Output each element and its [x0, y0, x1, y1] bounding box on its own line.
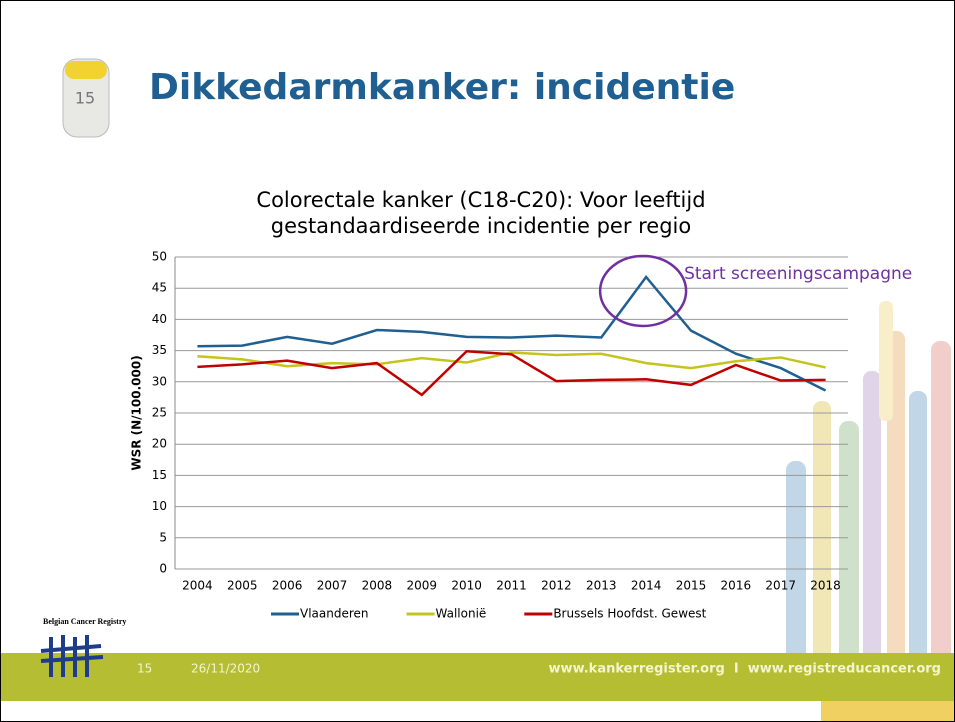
logo-text: Belgian Cancer Registry	[43, 617, 126, 626]
y-tick-label: 15	[152, 468, 167, 482]
y-axis-label: WSR (N/100.000)	[130, 355, 144, 470]
slide-number: 15	[137, 662, 152, 676]
y-tick-label: 45	[152, 281, 167, 295]
footer-bar	[1, 653, 954, 701]
x-tick-label: 2013	[586, 579, 617, 593]
y-tick-label: 0	[159, 562, 167, 576]
footer-strip	[821, 701, 954, 721]
x-tick-label: 2010	[451, 579, 482, 593]
annotation-circle	[598, 254, 688, 328]
x-tick-label: 2009	[406, 579, 437, 593]
y-tick-label: 50	[152, 250, 167, 264]
x-tick-label: 2018	[810, 579, 841, 593]
footer-links: www.kankerregister.org I www.registreduc…	[549, 662, 941, 677]
y-tick-label: 20	[152, 437, 167, 451]
x-tick-label: 2015	[676, 579, 707, 593]
x-tick-label: 2005	[227, 579, 258, 593]
y-tick-label: 25	[152, 406, 167, 420]
chart-title: Colorectale kanker (C18-C20): Voor leeft…	[256, 188, 706, 238]
y-tick-label: 40	[152, 312, 167, 326]
x-tick-label: 2006	[272, 579, 303, 593]
milestone-icon: 15	[62, 58, 110, 138]
x-tick-label: 2004	[182, 579, 213, 593]
annotation: Start screeningscampagne	[684, 264, 912, 284]
y-tick-label: 10	[152, 499, 167, 513]
x-tick-label: 2017	[765, 579, 796, 593]
y-tick-label: 35	[152, 343, 167, 357]
x-tick-label: 2012	[541, 579, 572, 593]
series-line	[197, 351, 826, 370]
slide-title: Dikkedarmkanker: incidentie	[149, 67, 736, 108]
legend-label: Wallonië	[436, 607, 487, 621]
y-tick-label: 30	[152, 374, 167, 388]
logo-marks	[40, 635, 104, 677]
x-tick-label: 2014	[631, 579, 662, 593]
series-line	[197, 274, 827, 392]
legend-label: Vlaanderen	[300, 607, 369, 621]
x-tick-label: 2008	[362, 579, 393, 593]
y-tick-label: 5	[159, 530, 167, 544]
x-tick-label: 2016	[721, 579, 752, 593]
x-tick-label: 2011	[496, 579, 527, 593]
legend-label: Brussels Hoofdst. Gewest	[553, 607, 706, 621]
slide-date: 26/11/2020	[191, 662, 260, 676]
x-tick-label: 2007	[317, 579, 348, 593]
icon-label: 15	[75, 89, 95, 108]
series-line	[197, 349, 826, 397]
decor	[786, 301, 951, 661]
